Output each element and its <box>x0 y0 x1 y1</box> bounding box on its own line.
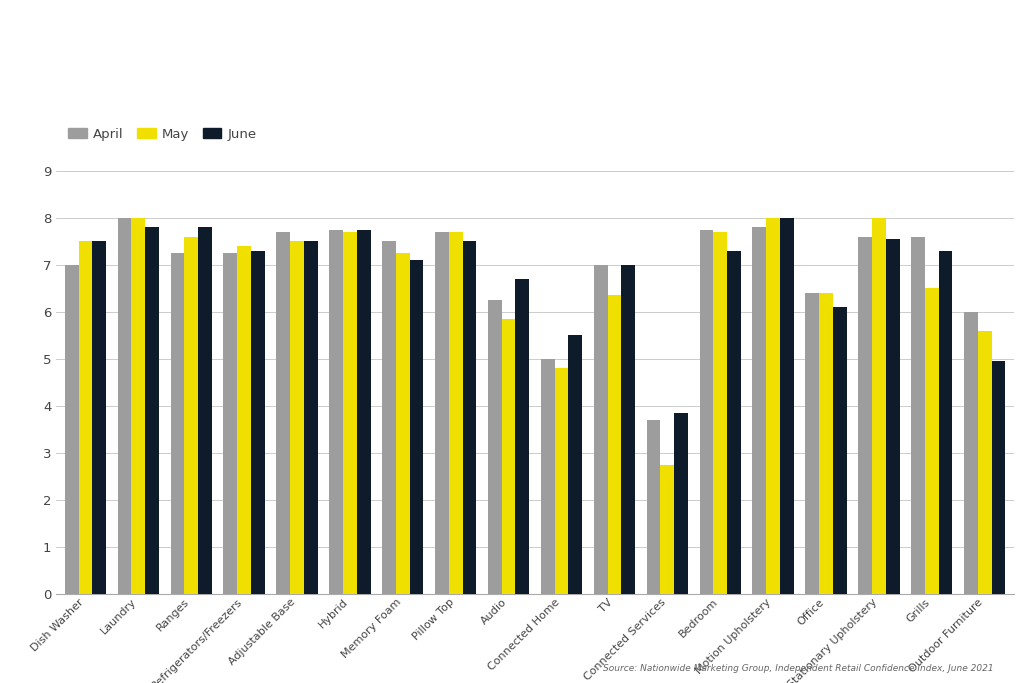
Bar <box>515 279 529 594</box>
Bar <box>184 236 198 594</box>
Bar <box>290 241 304 594</box>
Bar <box>502 319 515 594</box>
Bar <box>780 218 794 594</box>
Bar <box>622 265 635 594</box>
Bar <box>92 241 106 594</box>
Bar <box>435 232 449 594</box>
Bar <box>872 218 886 594</box>
Bar <box>978 331 991 594</box>
Bar <box>343 232 356 594</box>
Bar <box>304 241 317 594</box>
Bar <box>646 420 660 594</box>
Bar <box>805 293 819 594</box>
Bar <box>766 218 780 594</box>
Bar <box>198 227 212 594</box>
Text: Product Confidence: Product Confidence <box>625 40 993 74</box>
Bar <box>607 296 622 594</box>
Bar <box>79 241 92 594</box>
Bar <box>488 300 502 594</box>
Bar <box>925 288 939 594</box>
Bar <box>886 239 899 594</box>
Bar <box>118 218 131 594</box>
Bar <box>65 265 79 594</box>
Bar <box>674 413 688 594</box>
Bar <box>833 307 847 594</box>
Bar <box>238 246 251 594</box>
Bar <box>131 218 145 594</box>
Text: group: group <box>159 108 207 126</box>
Bar <box>727 251 740 594</box>
Bar <box>858 236 872 594</box>
Bar <box>276 232 290 594</box>
Bar <box>555 368 568 594</box>
Bar <box>463 241 476 594</box>
Bar <box>939 251 952 594</box>
Bar <box>396 253 410 594</box>
Bar <box>568 335 582 594</box>
Text: April - June 2021: April - June 2021 <box>681 96 993 129</box>
Bar <box>541 359 555 594</box>
Bar <box>449 232 463 594</box>
Text: marketing: marketing <box>159 70 244 89</box>
Bar <box>911 236 925 594</box>
Bar <box>223 253 238 594</box>
Legend: April, May, June: April, May, June <box>62 122 262 146</box>
Text: Source: Nationwide Marketing Group, Independent Retail Confidence Index, June 20: Source: Nationwide Marketing Group, Inde… <box>603 664 993 673</box>
Bar <box>145 227 159 594</box>
Bar <box>964 312 978 594</box>
Bar <box>382 241 396 594</box>
Bar <box>753 227 766 594</box>
Bar <box>171 253 184 594</box>
Text: nationwide: nationwide <box>159 33 250 51</box>
Bar <box>356 229 371 594</box>
Bar <box>660 465 674 594</box>
Bar <box>819 293 833 594</box>
Bar <box>699 229 714 594</box>
Bar <box>594 265 607 594</box>
Bar <box>991 361 1006 594</box>
Bar <box>714 232 727 594</box>
Bar <box>251 251 265 594</box>
Bar <box>410 260 424 594</box>
Bar <box>330 229 343 594</box>
